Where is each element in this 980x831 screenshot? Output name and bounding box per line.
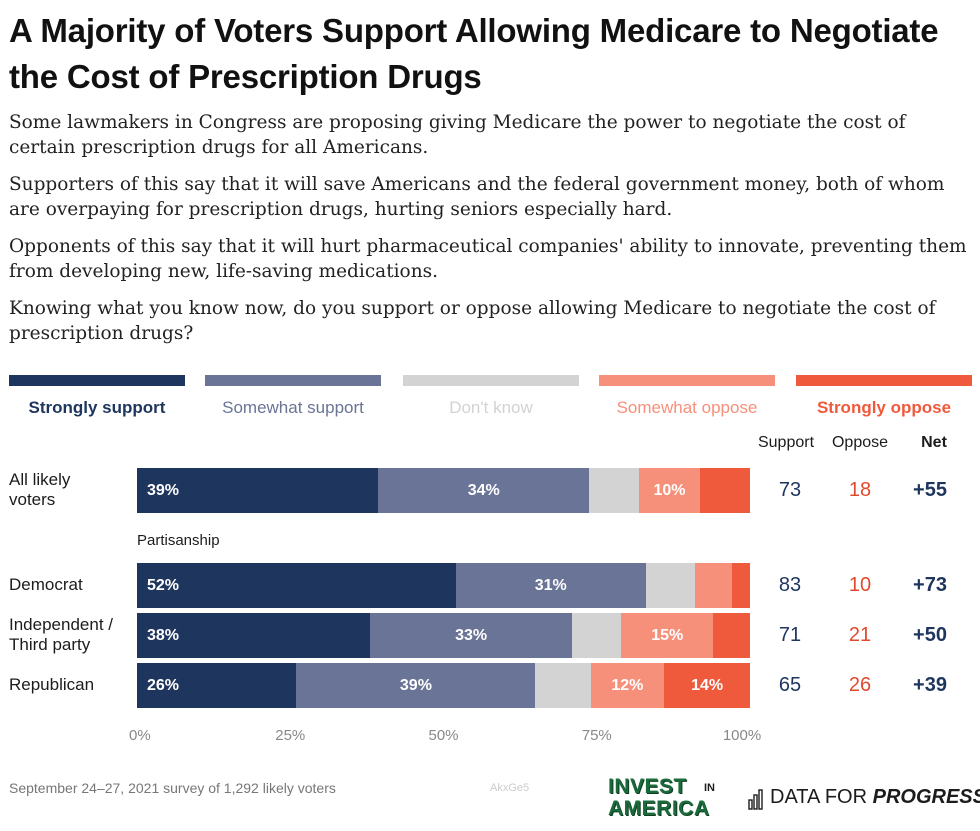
invest-in-america-logo: INVEST IN AMERICA: [608, 776, 730, 822]
row-label: Republican: [9, 675, 95, 694]
survey-footnote: September 24–27, 2021 survey of 1,292 li…: [9, 780, 336, 796]
bar-segment: [589, 468, 639, 513]
bar-segment: [572, 613, 622, 658]
support-value: 71: [778, 624, 802, 646]
bar-segment-label: 31%: [534, 577, 567, 594]
oppose-value: 10: [848, 574, 872, 596]
bar-segment: [137, 468, 379, 513]
invest-logo-line1: INVEST: [608, 775, 687, 798]
oppose-value: 21: [848, 624, 872, 646]
row-label: All likely voters: [9, 470, 71, 509]
row-label: Democrat: [9, 575, 83, 594]
bar-segment-label: 10%: [653, 482, 686, 499]
legend-item: Somewhat oppose: [599, 375, 775, 418]
invest-logo-in: IN: [704, 782, 715, 794]
bar-segment: [535, 663, 591, 708]
bar-segment: [731, 563, 750, 608]
intro-paragraph-2: Supporters of this say that it will save…: [9, 174, 945, 220]
watermark-text: AkxGe5: [490, 782, 530, 794]
legend-swatch: [9, 375, 185, 386]
bar-segment-label: 12%: [611, 677, 644, 694]
support-value: 73: [778, 479, 802, 501]
legend-item: Strongly support: [9, 375, 185, 418]
support-column-header: Support: [757, 434, 815, 451]
legend-item: Somewhat support: [205, 375, 381, 418]
bar-segment-label: 52%: [147, 577, 180, 594]
x-tick-label: 75%: [581, 727, 612, 744]
bar-chart-icon: [748, 789, 763, 810]
invest-logo-line2: AMERICA: [608, 797, 710, 820]
legend-swatch: [403, 375, 579, 386]
x-tick-label: 0%: [129, 727, 151, 744]
bar-segment: [638, 468, 701, 513]
bar-segment: [455, 563, 646, 608]
legend-label: Strongly support: [28, 398, 166, 417]
legend-label: Somewhat support: [222, 398, 364, 417]
oppose-column-header: Oppose: [831, 434, 889, 451]
intro-paragraph-3: Opponents of this say that it will hurt …: [9, 236, 967, 282]
bar-segment: [369, 613, 573, 658]
legend-item: Don't know: [403, 375, 579, 418]
bar-segment-label: 38%: [147, 627, 180, 644]
bar-segment: [590, 663, 665, 708]
bar-segment-label: 14%: [691, 677, 724, 694]
bar-segment: [621, 613, 714, 658]
bar-segment-label: 15%: [651, 627, 684, 644]
x-tick-label: 50%: [428, 727, 459, 744]
support-value: 65: [778, 674, 802, 696]
legend-label: Strongly oppose: [816, 398, 952, 417]
intro-paragraph-1: Some lawmakers in Congress are proposing…: [9, 112, 906, 158]
bar-segment-label: 39%: [399, 677, 432, 694]
support-value: 83: [778, 574, 802, 596]
legend-swatch: [205, 375, 381, 386]
dfp-logo-text: DATA FOR: [770, 786, 873, 808]
legend-swatch: [796, 375, 972, 386]
oppose-value: 18: [848, 479, 872, 501]
bar-segment: [296, 663, 536, 708]
bar-segment: [378, 468, 589, 513]
oppose-value: 26: [848, 674, 872, 696]
question-paragraph: Knowing what you know now, do you suppor…: [9, 298, 936, 344]
net-value: +55: [913, 479, 947, 501]
legend-label: Somewhat oppose: [616, 398, 758, 417]
bar-segment: [645, 563, 695, 608]
legend-label: Don't know: [449, 398, 533, 417]
bar-segment: [700, 468, 750, 513]
bar-segment-label: 33%: [455, 627, 488, 644]
bar-segment: [137, 613, 370, 658]
bar-segment-label: 39%: [147, 482, 180, 499]
bar-segment: [694, 563, 732, 608]
bar-segment: [664, 663, 750, 708]
x-tick-label: 100%: [722, 727, 762, 744]
bar-segment: [137, 663, 297, 708]
row-label: Independent / Third party: [9, 615, 113, 654]
legend-swatch: [599, 375, 775, 386]
net-value: +73: [913, 574, 947, 596]
net-column-header: Net: [921, 434, 947, 451]
chart-title: A Majority of Voters Support Allowing Me…: [9, 12, 939, 95]
net-value: +39: [913, 674, 947, 696]
bar-segment: [713, 613, 750, 658]
partisanship-section-label: Partisanship: [137, 532, 220, 549]
legend-item: Strongly oppose: [796, 375, 972, 418]
net-value: +50: [913, 624, 947, 646]
bar-segment: [137, 563, 456, 608]
dfp-logo-text-italic: PROGRESS: [872, 786, 980, 808]
bar-segment-label: 26%: [147, 677, 180, 694]
x-tick-label: 25%: [275, 727, 306, 744]
bar-segment-label: 34%: [467, 482, 500, 499]
